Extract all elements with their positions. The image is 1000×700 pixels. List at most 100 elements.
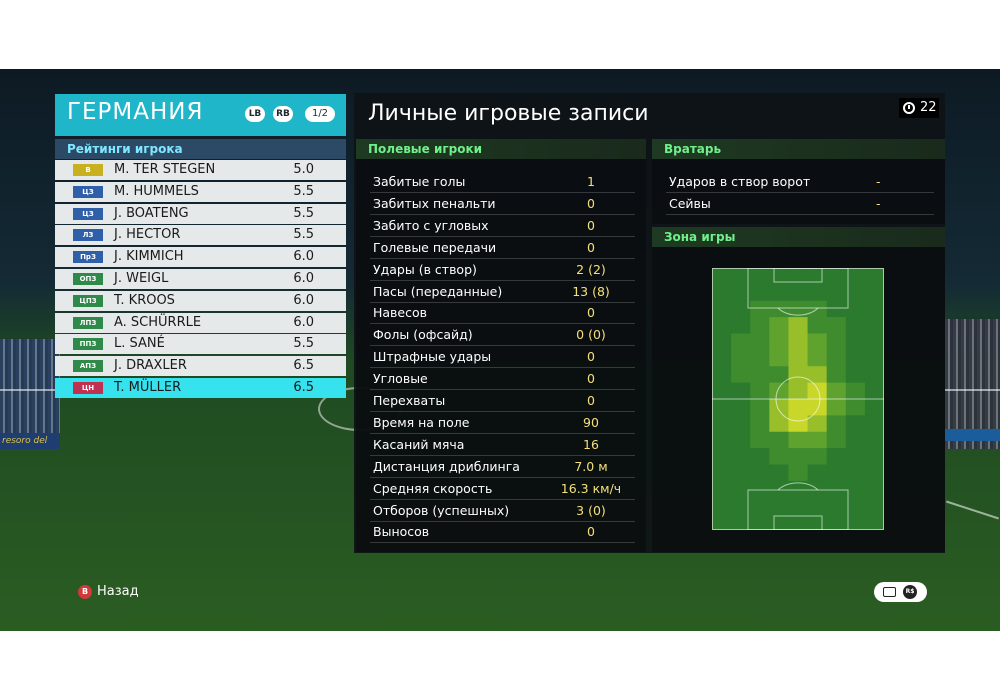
heatmap-cell (788, 497, 809, 515)
player-row[interactable]: ЛПЗ A. SCHÜRRLE 6.0 (55, 312, 346, 333)
stat-value: 90 (583, 414, 599, 430)
player-row[interactable]: ЦПЗ T. KROOS 6.0 (55, 290, 346, 311)
heatmap-cell (712, 268, 732, 285)
heatmap-cell (712, 300, 732, 318)
player-name: J. KIMMICH (114, 249, 184, 265)
player-row[interactable]: ОПЗ J. WEIGL 6.0 (55, 268, 346, 289)
heatmap-cell (712, 284, 732, 302)
heatmap-cell (750, 431, 770, 449)
heatmap-cell (864, 300, 884, 318)
stat-row: Фолы (офсайд) 0 (0) (370, 324, 635, 347)
player-name: J. WEIGL (114, 270, 169, 286)
heatmap-cell (712, 399, 732, 416)
heatmap-cell (845, 268, 866, 285)
heatmap-cell (826, 382, 847, 400)
stat-label: Пасы (переданные) (373, 283, 503, 299)
stat-value: 7.0 м (574, 458, 608, 474)
rb-button[interactable]: RB (273, 106, 293, 122)
heatmap-cell (712, 415, 732, 433)
heatmap-cell (750, 333, 770, 351)
heatmap-cell (826, 448, 847, 466)
player-rating: 5.5 (293, 183, 314, 199)
heatmap-cell (864, 497, 884, 515)
player-row[interactable]: В M. TER STEGEN 5.0 (55, 160, 346, 180)
stat-label: Перехваты (373, 393, 446, 408)
position-badge: В (73, 164, 103, 176)
player-row[interactable]: ЦЗ J. BOATENG 5.5 (55, 203, 346, 224)
player-row[interactable]: ЦЗ M. HUMMELS 5.5 (55, 181, 346, 202)
heatmap-cell (845, 513, 866, 530)
stat-value: 3 (0) (576, 502, 606, 518)
heatmap-cell (750, 349, 770, 367)
heatmap-cell (864, 317, 884, 335)
player-rating: 6.5 (293, 358, 314, 374)
position-badge: ЦЗ (73, 207, 103, 220)
heatmap-cell (750, 415, 770, 433)
heatmap-cell (864, 349, 884, 367)
stat-label: Средняя скорость (373, 480, 493, 496)
heatmap-cell (845, 284, 866, 302)
stat-label: Забитые голы (373, 174, 466, 189)
heatmap-cell (788, 399, 809, 416)
heatmap-cell (769, 366, 789, 384)
stat-value: 0 (587, 371, 595, 387)
heatmap-cell (864, 399, 884, 416)
player-row[interactable]: АПЗ J. DRAXLER 6.5 (55, 356, 346, 377)
heatmap-cell (731, 480, 751, 498)
stat-value: 0 (587, 195, 595, 211)
heatmap-cell (712, 382, 732, 400)
heatmap-cell (788, 333, 809, 351)
heatmap-cell (788, 268, 809, 285)
player-row[interactable]: ЦН T. MÜLLER 6.5 (55, 377, 346, 398)
heatmap-cell (845, 448, 866, 466)
position-badge: ЛЗ (73, 229, 103, 242)
goalkeeper-header: Вратарь (652, 139, 945, 159)
stat-label: Ударов в створ ворот (669, 174, 811, 189)
heatmap-cell (826, 513, 847, 530)
heatmap-cell (864, 464, 884, 482)
heatmap-cell (788, 284, 809, 302)
back-label: Назад (97, 584, 139, 599)
goalkeeper-panel (652, 158, 945, 224)
stat-label: Удары (в створ) (373, 261, 477, 277)
heatmap-cell (712, 497, 732, 515)
heatmap-cell (750, 448, 770, 466)
player-name: L. SANÉ (114, 336, 165, 352)
heatmap-cell (731, 333, 751, 351)
chat-control[interactable]: R$ (874, 582, 927, 602)
player-rating: 6.0 (293, 270, 314, 286)
player-name: J. DRAXLER (114, 358, 187, 374)
lb-button[interactable]: LB (245, 106, 265, 122)
heatmap-cell (769, 399, 789, 416)
heatmap-cell (750, 366, 770, 384)
heatmap-cell (845, 333, 866, 351)
timer-value: 22 (920, 100, 937, 115)
stadium-stand-right (945, 319, 1000, 449)
heatmap-cell (807, 284, 828, 302)
stat-label: Забитых пенальти (373, 195, 496, 211)
stat-value: 0 (587, 239, 595, 255)
team-name: ГЕРМАНИЯ (67, 99, 204, 125)
heatmap-cell (864, 415, 884, 433)
stat-row: Удары (в створ) 2 (2) (370, 259, 635, 281)
stat-row: Время на поле 90 (370, 412, 635, 434)
stat-row: Забито с угловых 0 (370, 215, 635, 237)
player-rating: 6.5 (293, 379, 314, 395)
heatmap-cell (731, 399, 751, 416)
heatmap-cell (731, 382, 751, 400)
player-row[interactable]: ПрЗ J. KIMMICH 6.0 (55, 247, 346, 268)
chat-icon (883, 587, 896, 597)
heatmap-cell (807, 497, 828, 515)
player-rating: 5.0 (293, 162, 314, 177)
heatmap-cell (731, 415, 751, 433)
position-badge: ЦЗ (73, 185, 103, 198)
stat-label: Навесов (373, 305, 428, 321)
heatmap-cell (826, 284, 847, 302)
player-row[interactable]: ППЗ L. SANÉ 5.5 (55, 334, 346, 355)
heatmap-cell (712, 317, 732, 335)
player-name: J. HECTOR (114, 227, 181, 243)
heatmap-cell (731, 268, 751, 285)
heatmap-cell (712, 448, 732, 466)
heatmap-cell (864, 513, 884, 530)
player-row[interactable]: ЛЗ J. HECTOR 5.5 (55, 225, 346, 246)
